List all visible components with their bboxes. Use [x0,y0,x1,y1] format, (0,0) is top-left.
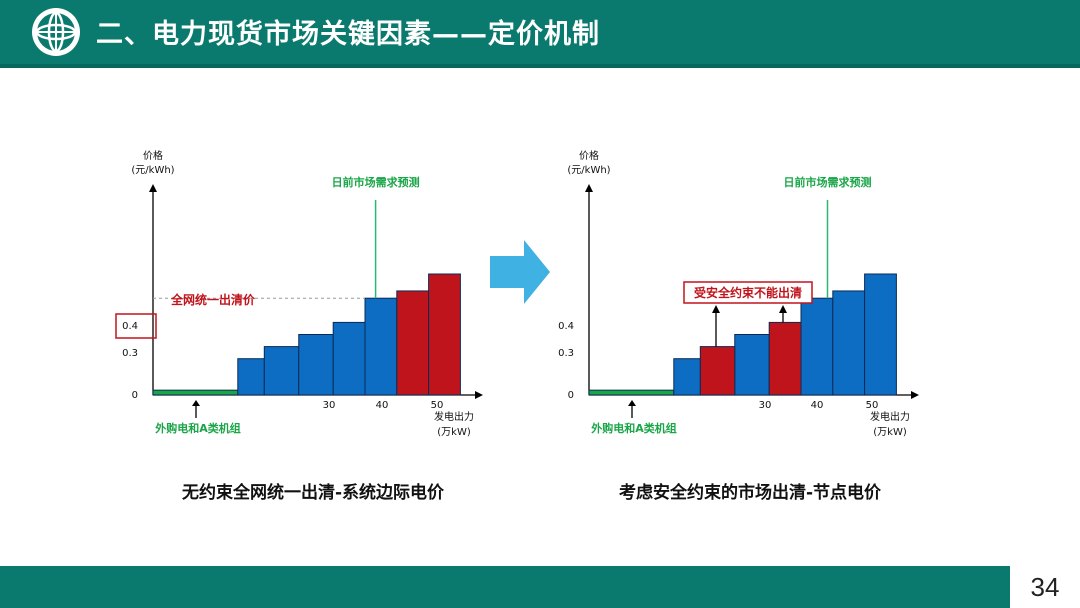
x-tick-label: 30 [759,400,772,411]
right-arrow-icon [490,240,550,304]
bar [800,297,834,396]
slide-header: 二、电力现货市场关键因素——定价机制 [0,0,1080,68]
constraint-label-box [683,281,813,304]
bar [673,358,701,396]
slide-title: 二、电力现货市场关键因素——定价机制 [96,19,600,50]
y-axis-label: 价格 [579,149,599,162]
bar [428,273,461,396]
x-tick-label: 40 [811,400,824,411]
x-axis-label: 发电出力 [434,410,474,423]
bar [832,290,866,396]
constraint-arrowhead [779,305,787,313]
y-axis-unit: (元/kWh) [567,165,610,176]
y-axis-arrowhead [585,184,593,192]
external-supply-label: 外购电和A类机组 [154,421,241,435]
bar [152,389,239,396]
x-axis-arrowhead [475,391,483,399]
bar [298,334,334,396]
bar [364,297,398,396]
y-tick-label: 0 [132,390,138,401]
bar [332,321,366,396]
x-tick-label: 50 [431,400,444,411]
bar [237,358,265,396]
demand-forecast-label: 日前市场需求预测 [784,175,872,189]
clearing-price-highlight-box [115,313,157,339]
x-axis-label: 发电出力 [870,410,910,423]
y-tick-label: 0.4 [122,321,138,332]
constraint-label: 受安全约束不能出清 [694,285,802,300]
external-arrowhead [628,400,636,406]
y-tick-label: 0.3 [122,348,138,359]
bar [734,334,770,396]
y-axis-label: 价格 [143,149,163,162]
chart-left: 价格 (元/kWh) 发电出力 (万kW) 0.4 0.3 0 30 40 50 日前市场需求预测外… [115,149,483,438]
clearing-price-label: 全网统一出清价 [170,292,256,307]
bar [768,321,802,396]
demand-forecast-label: 日前市场需求预测 [332,175,420,189]
x-tick-label: 30 [323,400,336,411]
y-tick-label: 0 [568,390,574,401]
constraint-arrowhead [712,305,720,313]
bar [263,346,300,396]
bar [588,389,675,396]
external-supply-label: 外购电和A类机组 [590,421,677,435]
y-axis-unit: (元/kWh) [131,165,174,176]
bar [396,290,430,396]
slide-footer [0,566,1080,608]
x-tick-label: 40 [376,400,389,411]
bar [864,273,897,396]
chart-right-caption: 考虑安全约束的市场出清-节点电价 [618,483,882,503]
transition-arrow [490,240,550,304]
bar [699,346,736,396]
external-arrowhead [192,400,200,406]
chart-right: 价格 (元/kWh) 发电出力 (万kW) 0.4 0.3 0 30 40 50 日前市场需求预测外… [558,149,919,438]
y-tick-label: 0.3 [558,348,574,359]
page-number: 34 [1010,566,1080,608]
y-tick-label: 0.4 [558,321,574,332]
state-grid-globe-icon [32,8,80,56]
x-axis-unit: (万kW) [437,427,471,438]
y-axis-arrowhead [149,184,157,192]
x-axis-arrowhead [911,391,919,399]
slide-content: 价格 (元/kWh) 发电出力 (万kW) 0.4 0.3 0 30 40 50 日前市场需求预测外… [115,149,919,438]
x-tick-label: 50 [866,400,879,411]
chart-left-caption: 无约束全网统一出清-系统边际电价 [181,483,445,503]
x-axis-unit: (万kW) [873,427,907,438]
